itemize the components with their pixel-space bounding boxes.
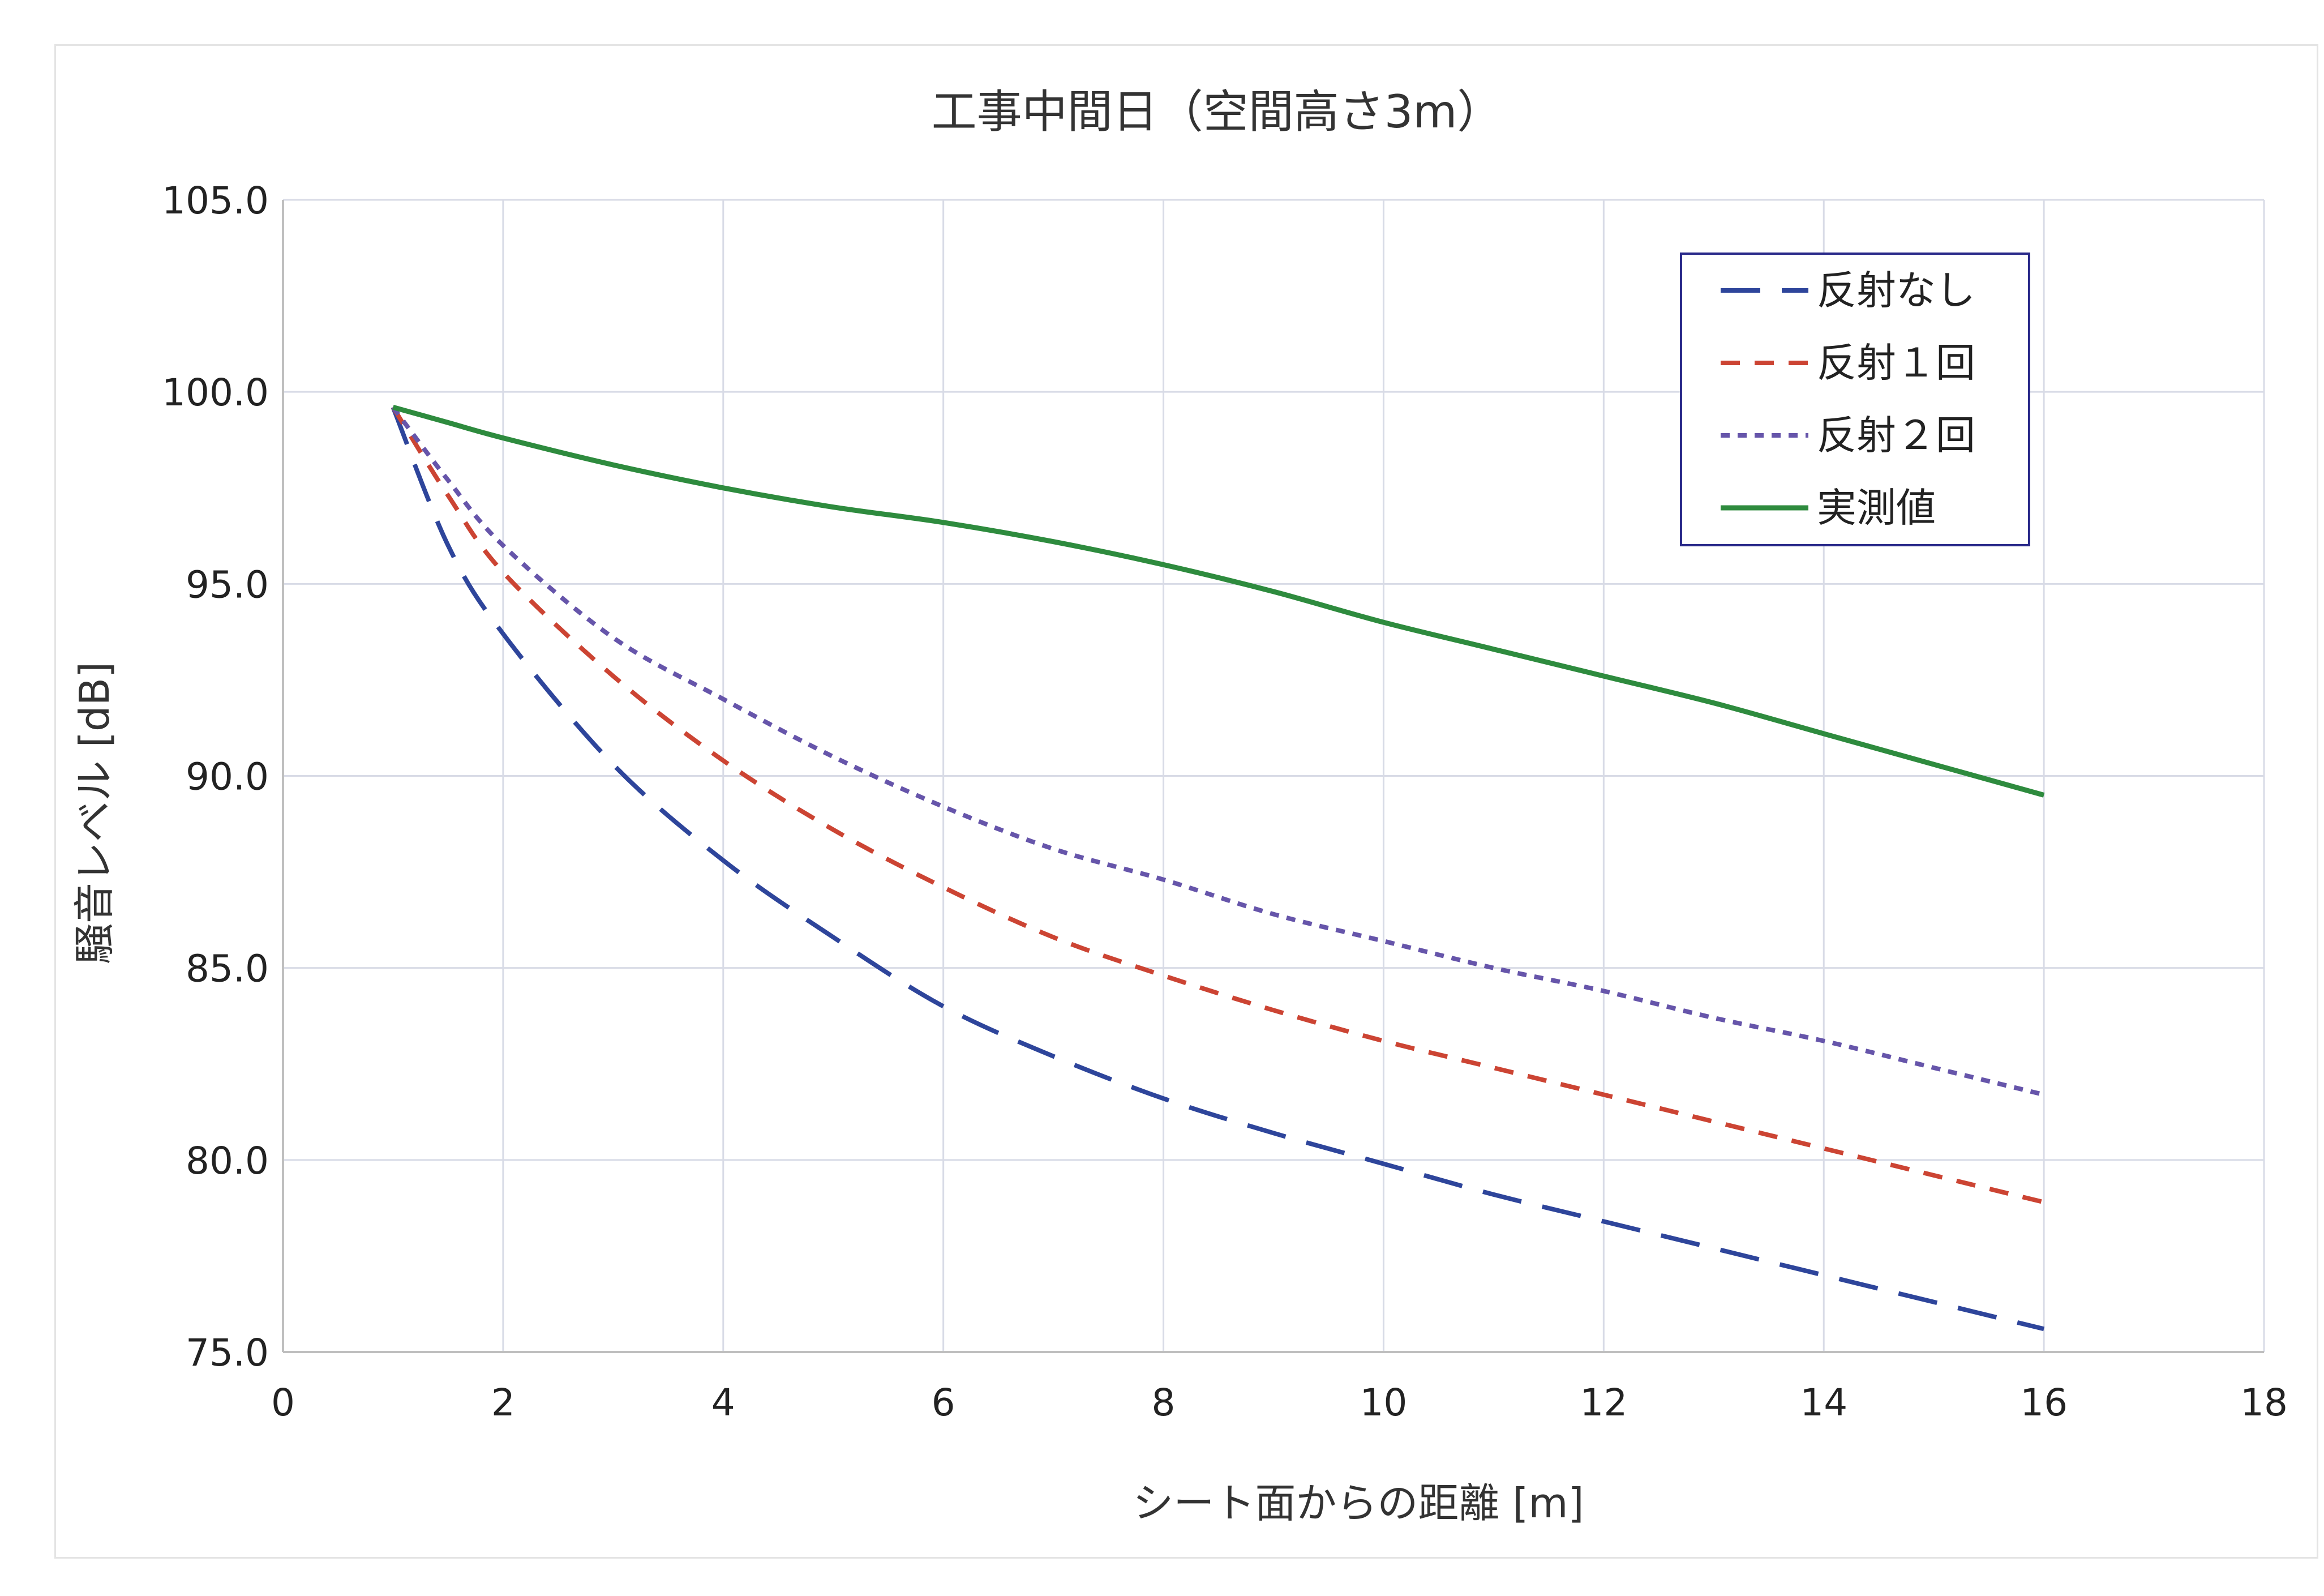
- x-tick-label: 8: [1152, 1381, 1176, 1424]
- y-tick-label: 100.0: [162, 371, 269, 414]
- x-tick-label: 4: [711, 1381, 735, 1424]
- x-tick-label: 2: [491, 1381, 515, 1424]
- x-axis-title: シート面からの距離 [m]: [1133, 1479, 1584, 1527]
- x-tick-label: 12: [1580, 1381, 1627, 1424]
- legend-label-1: 反射なし: [1817, 267, 1975, 314]
- x-tick-label: 6: [932, 1381, 955, 1424]
- x-tick-label: 16: [2020, 1381, 2068, 1424]
- y-axis-title: 騒音レベル [dB]: [71, 662, 118, 964]
- series-line-2: [391, 406, 2045, 1205]
- tick-labels: 75.0 80.0 85.0 90.0 95.0 100.0 105.0 0 2 4 6 8 10 12 1…: [162, 179, 2288, 1424]
- y-tick-label: 80.0: [186, 1139, 269, 1183]
- y-tick-label: 85.0: [186, 947, 269, 991]
- axis-layer: [282, 200, 2264, 1353]
- legend-label-3: 反射２回: [1817, 412, 1975, 459]
- y-tick-label: 75.0: [186, 1331, 269, 1375]
- legend-box: [1680, 253, 2030, 546]
- chart-title: 工事中間日（空間高さ3m）: [932, 85, 1503, 138]
- x-tick-label: 10: [1360, 1381, 1407, 1424]
- grid-layer: [282, 199, 2265, 1353]
- x-tick-label: 18: [2240, 1381, 2288, 1424]
- x-tick-label: 14: [1800, 1381, 1847, 1424]
- x-tick-label: 0: [271, 1381, 295, 1424]
- y-tick-label: 90.0: [186, 755, 269, 799]
- y-tick-label: 105.0: [162, 179, 269, 223]
- series-line-1: [391, 406, 2045, 1332]
- series-layer: [391, 404, 2045, 1332]
- legend-label-4: 実測値: [1817, 485, 1936, 531]
- y-tick-label: 95.0: [186, 563, 269, 606]
- chart-frame: [54, 44, 2318, 1559]
- series-line-3: [391, 405, 2045, 1097]
- legend-label-2: 反射１回: [1817, 340, 1975, 386]
- series-line-4: [392, 404, 2045, 798]
